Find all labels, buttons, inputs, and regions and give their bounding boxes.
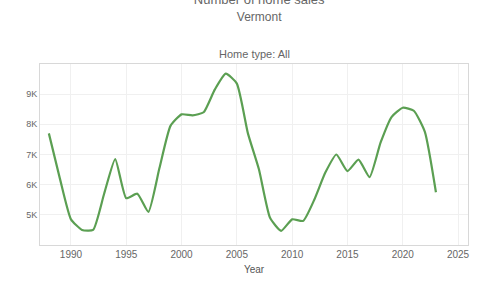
svg-text:2020: 2020 bbox=[392, 249, 415, 260]
svg-text:5K: 5K bbox=[26, 210, 37, 220]
svg-text:2010: 2010 bbox=[281, 249, 304, 260]
svg-text:6K: 6K bbox=[26, 180, 37, 190]
svg-text:1990: 1990 bbox=[60, 249, 83, 260]
svg-text:2005: 2005 bbox=[226, 249, 249, 260]
svg-text:2000: 2000 bbox=[170, 249, 193, 260]
svg-text:Home type: All: Home type: All bbox=[219, 48, 290, 60]
svg-text:9K: 9K bbox=[26, 89, 37, 99]
svg-text:Year: Year bbox=[244, 264, 265, 275]
svg-text:8K: 8K bbox=[26, 119, 37, 129]
svg-text:2015: 2015 bbox=[336, 249, 359, 260]
svg-text:Number of home salesVermont: Number of home salesVermont bbox=[194, 0, 325, 24]
svg-text:7K: 7K bbox=[26, 150, 37, 160]
svg-text:2025: 2025 bbox=[447, 249, 470, 260]
svg-text:1995: 1995 bbox=[115, 249, 138, 260]
